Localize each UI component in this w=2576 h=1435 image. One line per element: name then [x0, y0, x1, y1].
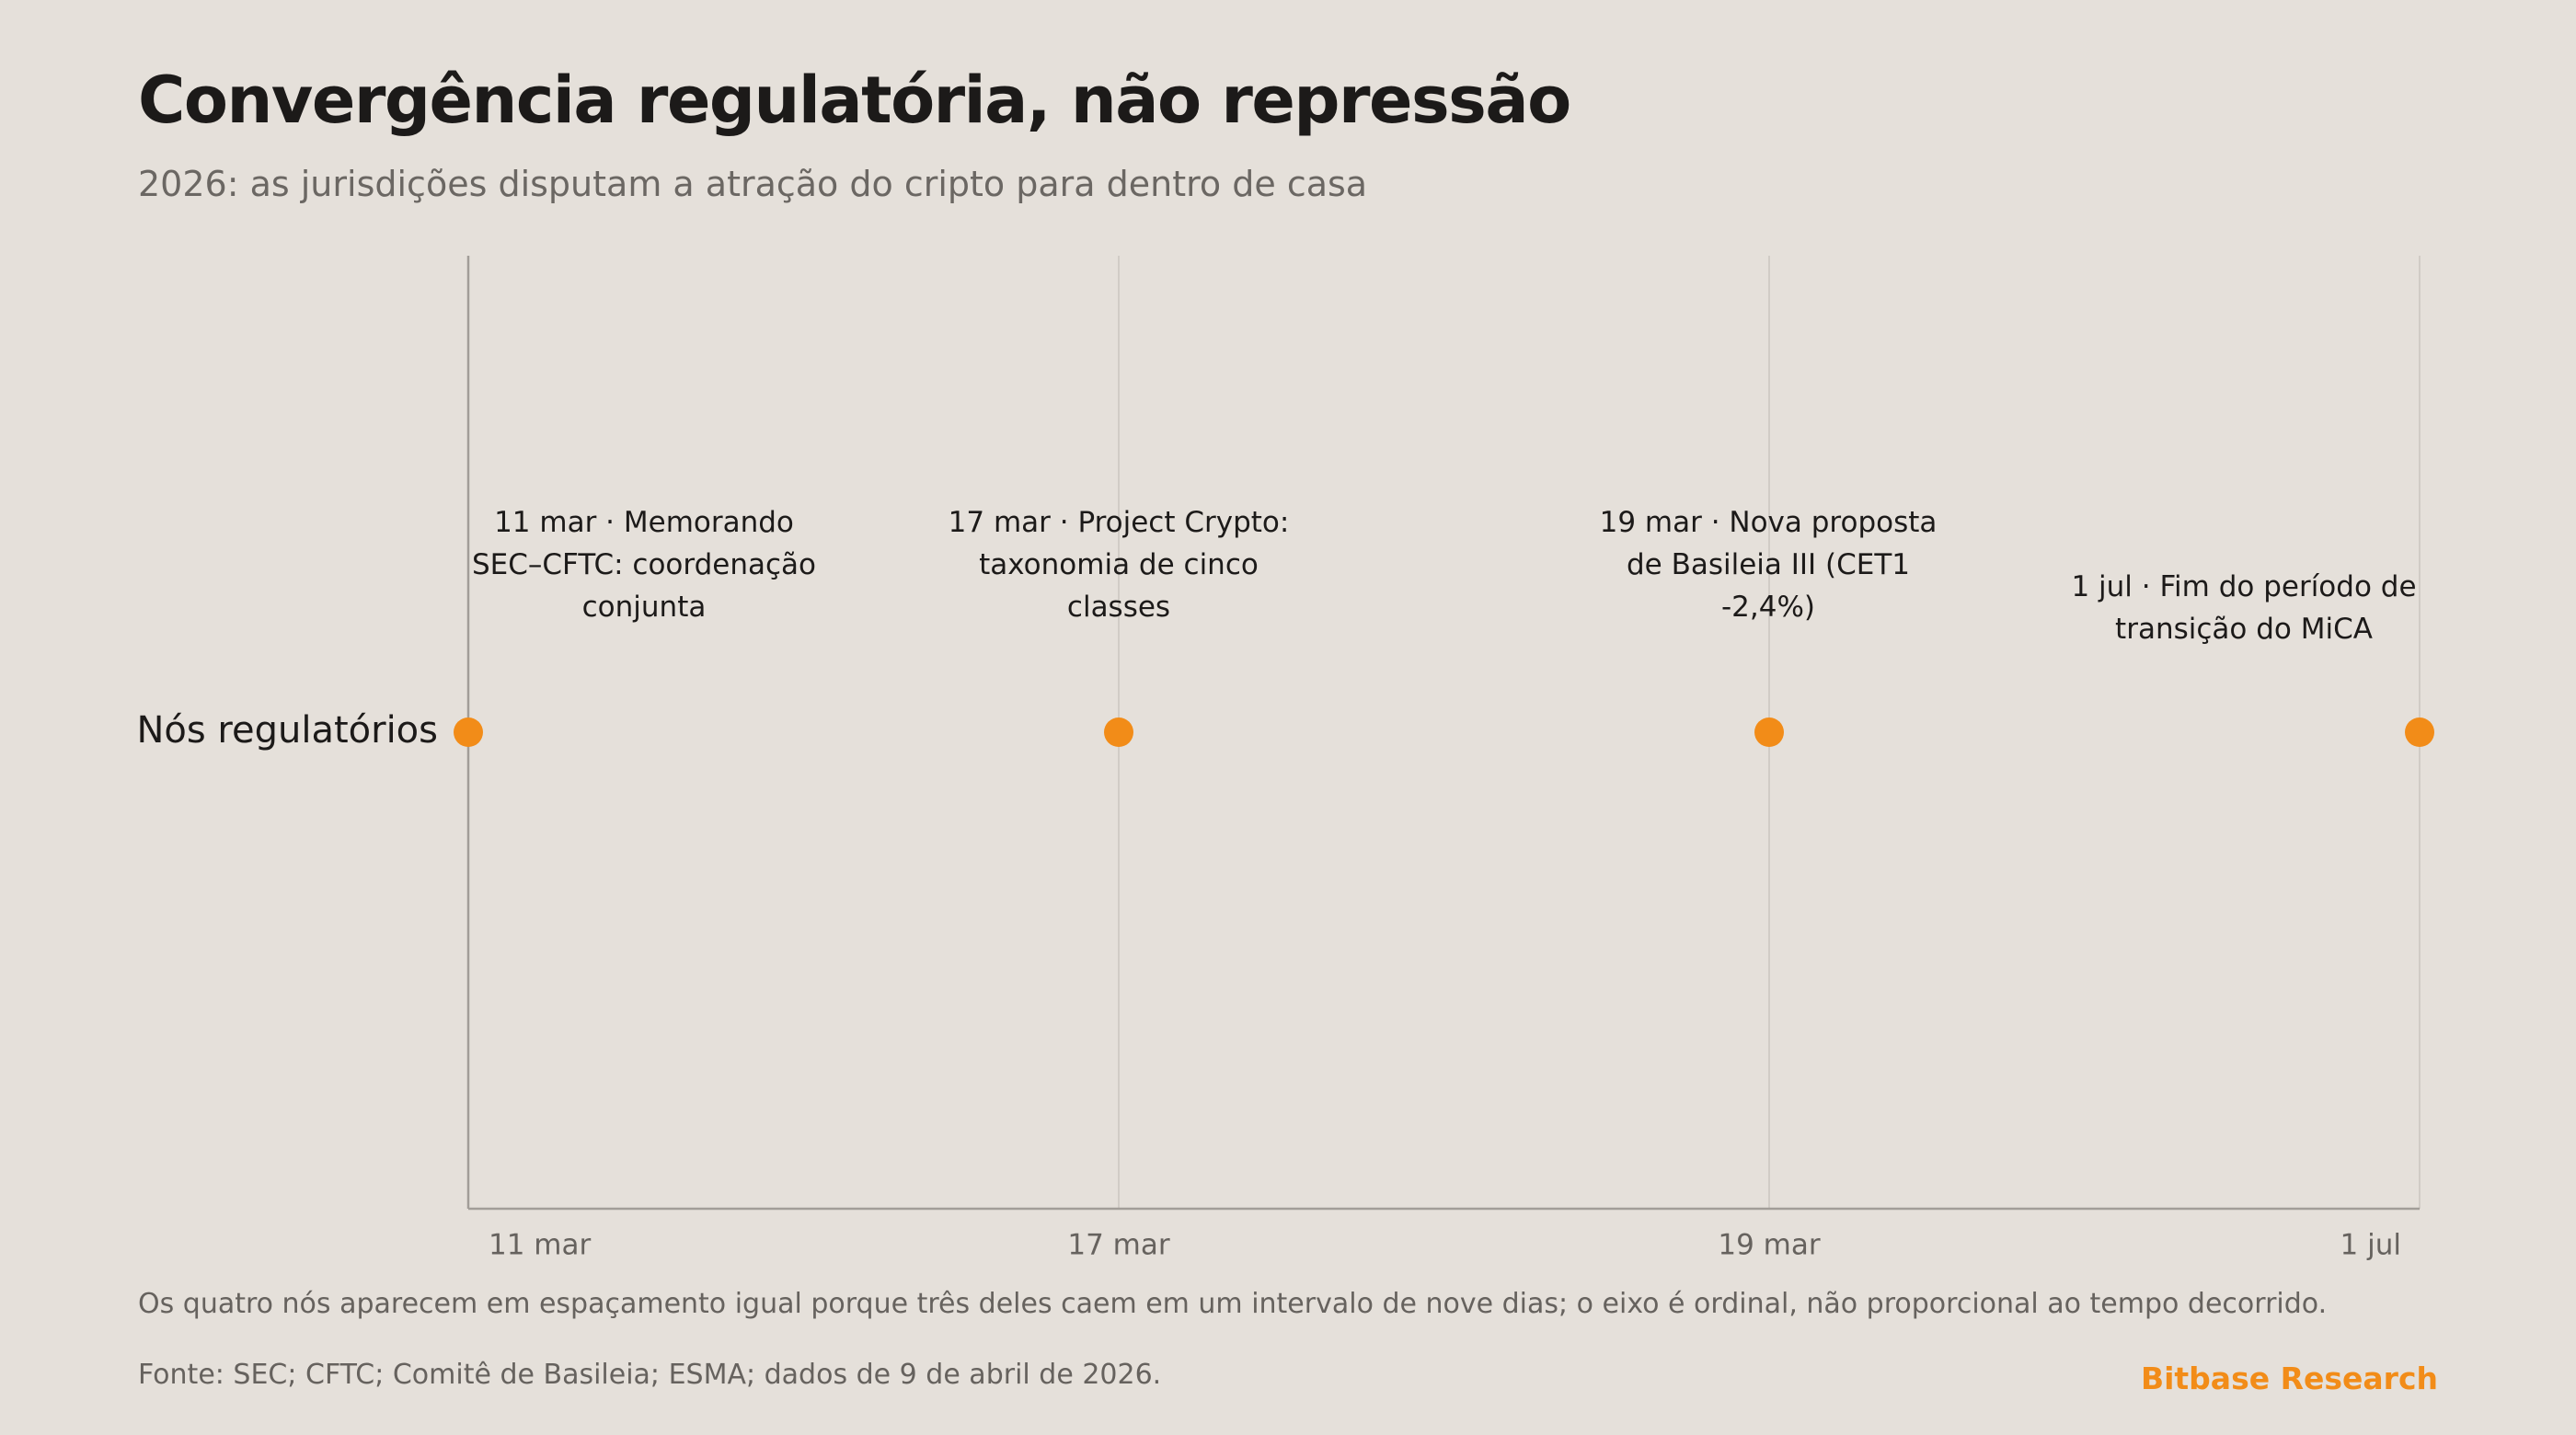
event-annotations: 11 mar · Memorando SEC–CFTC: coordenação c… [472, 506, 2417, 646]
chart-title: Convergência regulatória, não repressão [138, 63, 1571, 138]
event-annotation: 1 jul · Fim do período de transição do Mi… [2071, 570, 2416, 646]
series-row-label: Nós regulatórios [136, 709, 438, 752]
x-tick-label: 11 mar [489, 1229, 591, 1262]
event-points [454, 718, 2434, 747]
chart-subtitle: 2026: as jurisdições disputam a atração … [138, 164, 1368, 204]
event-point [454, 718, 483, 747]
event-annotation: 11 mar · Memorando SEC–CFTC: coordenação c… [472, 506, 816, 624]
event-point [1104, 718, 1133, 747]
x-tick-labels: 11 mar 17 mar 19 mar 1 jul [489, 1229, 2401, 1262]
chart-footnote: Os quatro nós aparecem em espaçamento ig… [138, 1288, 2328, 1320]
event-annotation: 19 mar · Nova proposta de Basileia III (C… [1600, 506, 1938, 624]
event-point [2405, 718, 2434, 747]
source-note: Fonte: SEC; CFTC; Comitê de Basileia; ES… [138, 1359, 1162, 1391]
x-tick-label: 17 mar [1067, 1229, 1169, 1262]
brand-logo-text: Bitbase Research [2140, 1360, 2438, 1396]
event-annotation: 17 mar · Project Crypto: taxonomia de cin… [949, 506, 1290, 624]
x-tick-label: 1 jul [2340, 1229, 2401, 1262]
x-tick-label: 19 mar [1718, 1229, 1820, 1262]
event-point [1754, 718, 1784, 747]
